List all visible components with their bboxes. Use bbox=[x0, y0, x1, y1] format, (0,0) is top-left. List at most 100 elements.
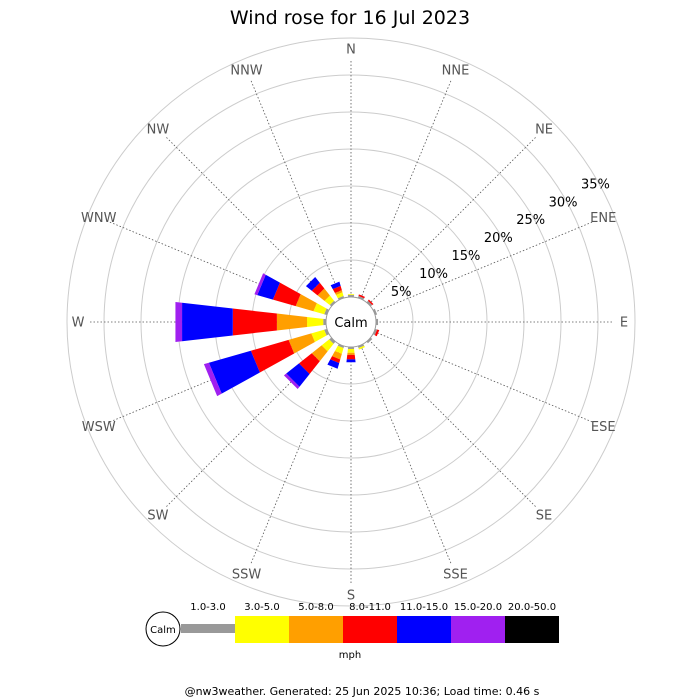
petals bbox=[175, 273, 380, 397]
petal-wsw-bin-3 bbox=[250, 339, 295, 373]
ring-label-20: 20% bbox=[484, 231, 513, 246]
direction-label-nne: NNE bbox=[442, 63, 470, 78]
petal-ese-bin-3 bbox=[374, 329, 380, 337]
direction-label-ese: ESE bbox=[591, 420, 616, 435]
ring-labels: 5% 10%15% 20%25% 30%35% bbox=[391, 177, 610, 300]
direction-label-n: N bbox=[346, 43, 356, 58]
legend-bin-label-0: 1.0-3.0 bbox=[190, 602, 225, 613]
ring-35 bbox=[66, 37, 636, 607]
direction-label-e: E bbox=[620, 316, 628, 331]
ring-label-15: 15% bbox=[451, 249, 480, 264]
ring-label-35: 35% bbox=[581, 177, 610, 192]
direction-label-nw: NW bbox=[147, 122, 170, 137]
direction-label-ene: ENE bbox=[590, 211, 616, 226]
petal-sw-bin-3 bbox=[299, 353, 320, 374]
petal-ne-bin-3 bbox=[367, 299, 374, 306]
spoke-sse bbox=[360, 344, 452, 565]
direction-label-ne: NE bbox=[535, 122, 553, 137]
legend-calm-circle bbox=[145, 611, 181, 647]
direction-label-sw: SW bbox=[147, 509, 168, 524]
petal-sw-bin-5 bbox=[283, 373, 300, 390]
chart-title: Wind rose for 16 Jul 2023 bbox=[230, 7, 470, 29]
petal-wnw-bin-4 bbox=[257, 274, 280, 300]
petal-ssw-bin-3 bbox=[330, 356, 341, 364]
petal-n-bin-1 bbox=[347, 294, 355, 295]
legend-swatch-0 bbox=[181, 624, 235, 633]
petal-wnw-bin-0 bbox=[324, 308, 330, 316]
legend-unit-label: mph bbox=[339, 650, 361, 661]
ring-label-10: 10% bbox=[419, 267, 448, 282]
petal-nw-bin-4 bbox=[305, 276, 320, 291]
legend-calm-label: Calm bbox=[150, 625, 176, 636]
calm-circle: Calm bbox=[325, 296, 377, 348]
petal-nnw-bin-1 bbox=[336, 292, 344, 299]
petal-sw-bin-1 bbox=[321, 339, 334, 352]
petal-w-bin-2 bbox=[276, 313, 308, 331]
petal-wsw-bin-1 bbox=[311, 329, 327, 343]
petal-w-bin-0 bbox=[323, 318, 327, 326]
direction-label-w: W bbox=[72, 316, 85, 331]
petal-sw-bin-0 bbox=[329, 337, 336, 344]
petal-wsw-bin-2 bbox=[288, 333, 315, 354]
petal-nne-bin-3 bbox=[358, 294, 365, 299]
direction-label-se: SE bbox=[536, 509, 552, 524]
petal-ssw-bin-2 bbox=[332, 350, 342, 360]
petal-ssw-bin-4 bbox=[327, 359, 340, 369]
petal-wsw-bin-0 bbox=[324, 328, 330, 336]
petal-wnw-bin-1 bbox=[313, 303, 327, 315]
petal-nnw-bin-3 bbox=[332, 285, 342, 294]
spoke-ene bbox=[373, 221, 594, 313]
petal-nw-bin-2 bbox=[317, 288, 330, 301]
petal-w-bin-4 bbox=[182, 302, 233, 342]
ring-label-25: 25% bbox=[516, 213, 545, 228]
spoke-nw bbox=[165, 136, 334, 305]
petal-sse-bin-1 bbox=[358, 345, 365, 350]
ring-label-30: 30% bbox=[549, 195, 578, 210]
legend-swatch-5 bbox=[451, 616, 505, 643]
legend-bin-label-1: 3.0-5.0 bbox=[244, 602, 279, 613]
petal-s-bin-1 bbox=[347, 349, 355, 353]
petal-sw-bin-4 bbox=[286, 363, 310, 387]
petal-wnw-bin-2 bbox=[295, 294, 317, 312]
petal-nnw-bin-0 bbox=[337, 295, 345, 301]
spoke-se bbox=[368, 339, 537, 508]
petal-wsw-bin-5 bbox=[203, 362, 222, 397]
direction-labels: N NNE NE ENE E ESE SE SSE S SSW SW WSW W WNW NW NNW bbox=[72, 43, 629, 604]
footer-text: @nw3weather. Generated: 25 Jun 2025 10:3… bbox=[185, 685, 540, 698]
ring-25 bbox=[140, 111, 562, 533]
petal-sse-bin-0 bbox=[357, 343, 365, 349]
petal-ese-bin-0 bbox=[372, 328, 378, 336]
petal-ssw-bin-0 bbox=[337, 343, 345, 349]
spoke-ne bbox=[368, 136, 537, 305]
legend-bin-label-2: 5.0-8.0 bbox=[298, 602, 333, 613]
direction-label-wsw: WSW bbox=[82, 420, 116, 435]
petal-w-bin-1 bbox=[307, 316, 324, 328]
direction-label-sse: SSE bbox=[443, 568, 468, 583]
petal-nnw-bin-4 bbox=[330, 281, 341, 290]
legend-bin-label-6: 20.0-50.0 bbox=[508, 602, 556, 613]
petal-ssw-bin-1 bbox=[334, 345, 344, 354]
petal-w-bin-3 bbox=[232, 308, 277, 336]
petal-s-bin-3 bbox=[346, 354, 356, 360]
petal-s-bin-4 bbox=[346, 359, 356, 363]
petal-s-bin-2 bbox=[347, 352, 355, 355]
legend-swatch-4 bbox=[397, 616, 451, 643]
spoke-ese bbox=[373, 331, 594, 423]
petal-se-bin-0 bbox=[366, 337, 373, 344]
petal-ene-bin-0 bbox=[372, 308, 378, 316]
direction-label-s: S bbox=[347, 589, 355, 604]
legend-swatch-6 bbox=[505, 616, 559, 643]
petal-nw-bin-3 bbox=[311, 282, 325, 296]
petal-w-bin-5 bbox=[175, 301, 183, 343]
petal-nw-bin-0 bbox=[329, 300, 336, 307]
petal-wnw-bin-3 bbox=[272, 282, 301, 307]
direction-label-ssw: SSW bbox=[232, 568, 262, 583]
petal-wnw-bin-5 bbox=[254, 273, 266, 296]
petal-nnw-bin-2 bbox=[334, 290, 343, 295]
petal-ne-bin-0 bbox=[366, 300, 373, 307]
legend-bin-label-5: 15.0-20.0 bbox=[454, 602, 502, 613]
legend-swatch-3 bbox=[343, 616, 397, 643]
legend-bin-label-3: 8.0-11.0 bbox=[349, 602, 391, 613]
petal-nw-bin-1 bbox=[324, 295, 335, 306]
